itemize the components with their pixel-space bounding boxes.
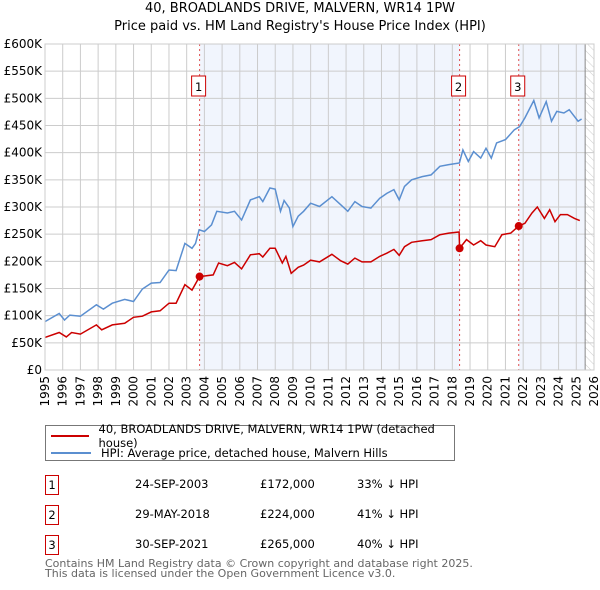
- price-chart: 1995 1996 1997 1998 1999 2000 2001 2002 2003 2004…: [4, 37, 600, 407]
- x-tick-label: 2013: [357, 376, 371, 407]
- x-tick-label: 2024: [552, 376, 566, 407]
- license-text: This data is licensed under the Open Gov…: [45, 567, 396, 580]
- y-tick-label: £0: [27, 363, 42, 377]
- x-tick-label: 2002: [162, 376, 176, 407]
- x-tick-label: 1995: [38, 376, 52, 407]
- x-tick-label: 2022: [516, 376, 530, 407]
- x-tick-label: 2018: [445, 376, 459, 407]
- y-tick-label: £600K: [4, 37, 44, 51]
- x-tick-label: 2020: [481, 376, 495, 407]
- y-tick-label: £500K: [4, 91, 44, 105]
- sale-point: [195, 272, 204, 281]
- x-tick-label: 2010: [304, 376, 318, 407]
- transaction-date: 30-SEP-2021: [135, 537, 209, 551]
- legend: 40, BROADLANDS DRIVE, MALVERN, WR14 1PW …: [45, 422, 455, 461]
- sale-label-box: [510, 75, 526, 97]
- legend-item-hpi: HPI: Average price, detached house, Malv…: [46, 444, 388, 461]
- x-tick-label: 2006: [233, 376, 247, 407]
- sale-point: [455, 244, 464, 253]
- transaction-marker: 2: [45, 505, 59, 525]
- y-tick-label: £100K: [4, 309, 44, 323]
- x-tick-label: 2025: [569, 376, 583, 407]
- x-tick-label: 2003: [180, 376, 194, 407]
- footer: Contains HM Land Registry data © Crown c…: [45, 557, 473, 580]
- x-tick-label: 2026: [587, 376, 600, 407]
- sale-label-box: [191, 75, 207, 97]
- y-tick-label: £350K: [4, 173, 44, 187]
- y-tick-label: £50K: [11, 336, 43, 350]
- sale-label: 3: [514, 80, 521, 94]
- legend-swatch-red: [51, 434, 89, 437]
- y-tick-label: £300K: [4, 200, 44, 214]
- x-tick-label: 2008: [268, 376, 282, 407]
- x-tick-label: 2019: [463, 376, 477, 407]
- x-tick-label: 2021: [498, 376, 512, 407]
- plot-frame: [44, 43, 595, 371]
- transaction-price: £265,000: [260, 537, 315, 551]
- x-tick-label: 2016: [410, 376, 424, 407]
- sale-point: [514, 222, 523, 231]
- legend-item-property: 40, BROADLANDS DRIVE, MALVERN, WR14 1PW …: [46, 422, 454, 450]
- transaction-marker: 3: [45, 535, 59, 555]
- x-tick-label: 2011: [321, 376, 335, 407]
- y-tick-label: £450K: [4, 119, 44, 133]
- transaction-date: 24-SEP-2003: [135, 477, 209, 491]
- y-tick-label: £150K: [4, 282, 44, 296]
- x-tick-label: 2012: [339, 376, 353, 407]
- chart-title: 40, BROADLANDS DRIVE, MALVERN, WR14 1PW: [144, 1, 456, 16]
- sale-label-box: [451, 75, 467, 97]
- series-line: [44, 205, 581, 339]
- y-tick-label: £400K: [4, 146, 44, 160]
- x-tick-label: 2000: [127, 376, 141, 407]
- copyright-text: Contains HM Land Registry data © Crown c…: [45, 557, 473, 570]
- transaction-hpi: 33% ↓ HPI: [357, 477, 419, 491]
- x-tick-label: 1997: [73, 376, 87, 407]
- sale-label: 2: [455, 80, 462, 94]
- transaction-row: 2 29-MAY-2018 £224,000 41% ↓ HPI: [45, 505, 495, 525]
- x-tick-label: 2014: [374, 376, 388, 407]
- transaction-date: 29-MAY-2018: [135, 507, 210, 521]
- transaction-hpi: 40% ↓ HPI: [357, 537, 419, 551]
- x-tick-label: 2007: [251, 376, 265, 407]
- x-tick-label: 2001: [144, 376, 158, 407]
- sale-label: 1: [195, 80, 202, 94]
- transaction-price: £172,000: [260, 477, 315, 491]
- transaction-row: 3 30-SEP-2021 £265,000 40% ↓ HPI: [45, 535, 495, 555]
- transaction-marker: 1: [45, 475, 59, 495]
- chart-subtitle: Price paid vs. HM Land Registry's House …: [114, 19, 486, 34]
- series-line: [44, 98, 582, 323]
- x-tick-label: 2017: [428, 376, 442, 407]
- x-tick-label: 2009: [286, 376, 300, 407]
- x-tick-label: 1996: [56, 376, 70, 407]
- x-tick-label: 2005: [215, 376, 229, 407]
- x-tick-label: 2023: [534, 376, 548, 407]
- y-tick-label: £200K: [4, 254, 44, 268]
- y-tick-label: £250K: [4, 227, 44, 241]
- x-tick-label: 1999: [109, 376, 123, 407]
- x-tick-label: 2015: [392, 376, 406, 407]
- transaction-hpi: 41% ↓ HPI: [357, 507, 419, 521]
- transaction-row: 1 24-SEP-2003 £172,000 33% ↓ HPI: [45, 475, 495, 495]
- x-tick-label: 1998: [91, 376, 105, 407]
- legend-label: HPI: Average price, detached house, Malv…: [101, 445, 388, 460]
- legend-label: 40, BROADLANDS DRIVE, MALVERN, WR14 1PW …: [98, 421, 435, 450]
- x-tick-label: 2004: [197, 376, 211, 407]
- y-tick-label: £550K: [4, 64, 44, 78]
- transaction-price: £224,000: [260, 507, 315, 521]
- legend-swatch-blue: [51, 451, 91, 454]
